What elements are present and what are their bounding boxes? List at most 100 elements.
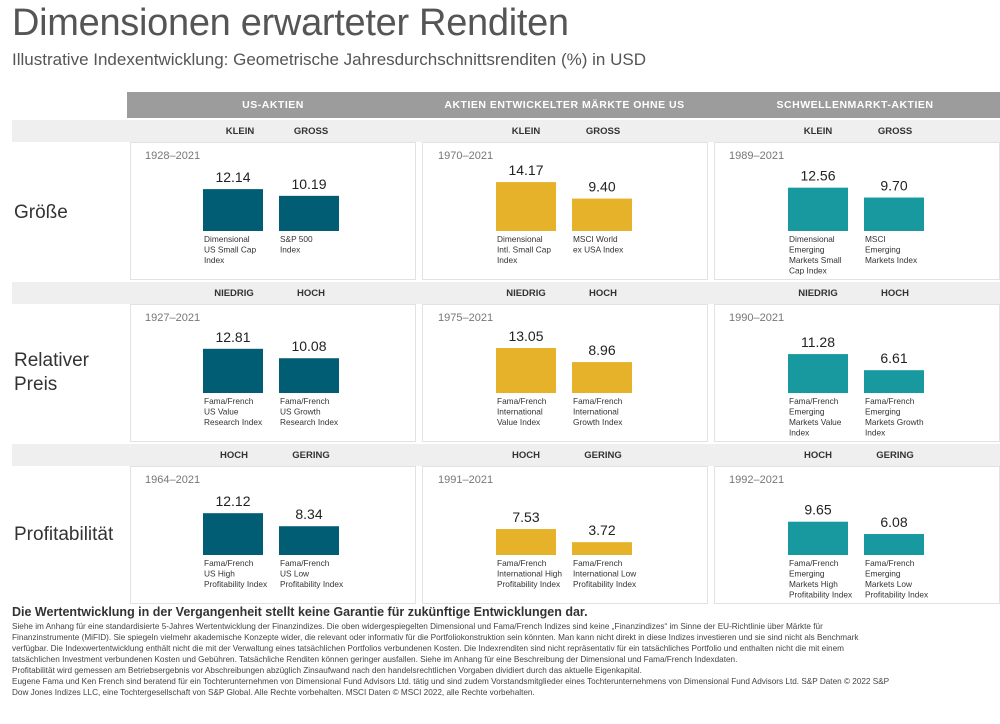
subheader-label: NIEDRIG: [214, 288, 254, 299]
index-name-label: Fama/French: [280, 558, 330, 568]
value-label: 12.56: [800, 168, 835, 184]
index-name-label: US High: [204, 569, 235, 579]
index-name-label: Profitability Index: [280, 579, 344, 589]
index-name-label: International High: [497, 569, 562, 579]
column-header-developed: AKTIEN ENTWICKELTER MÄRKTE OHNE US: [419, 92, 710, 118]
value-label: 12.12: [215, 493, 250, 509]
bar: [788, 354, 848, 393]
footnote-line: verfügbar. Die Indexwertentwicklung enth…: [12, 644, 844, 653]
bar: [864, 370, 924, 393]
index-name-label: Markets Small: [789, 255, 842, 265]
index-name-label: Index: [280, 245, 301, 255]
footnote-line: Eugene Fama und Ken French sind beratend…: [12, 677, 890, 686]
row-label-size: Größe: [14, 202, 68, 223]
row-label-relative-price: Relativer Preis: [14, 350, 89, 395]
subheader-label: GROSS: [877, 126, 913, 137]
bar: [496, 347, 556, 393]
row-label-profitability: Profitabilität: [14, 524, 114, 545]
index-name-label: Markets Growth: [865, 417, 924, 427]
index-name-label: Emerging: [865, 407, 901, 417]
index-name-label: Profitability Index: [865, 590, 929, 600]
value-label: 3.72: [588, 522, 615, 538]
chart-panel: [422, 304, 708, 442]
chart-panel: [130, 466, 416, 604]
subheader-label: HOCH: [512, 450, 540, 461]
chart-panel: [714, 466, 1000, 604]
period-label: 1928–2021: [145, 150, 201, 162]
index-name-label: International Low: [573, 569, 637, 579]
subheader-label: NIEDRIG: [506, 288, 546, 299]
index-name-label: Fama/French: [789, 558, 839, 568]
footnote-line: Siehe im Anhang für eine standardisierte…: [12, 622, 823, 631]
subheader-label: HOCH: [804, 450, 832, 461]
index-name-label: Markets High: [789, 579, 838, 589]
subheader-label: KLEIN: [511, 126, 541, 137]
subheader-label: GERING: [584, 450, 622, 461]
index-name-label: Markets Index: [865, 255, 918, 265]
value-label: 11.28: [801, 334, 835, 350]
value-label: 6.61: [880, 350, 907, 366]
period-label: 1970–2021: [438, 150, 494, 162]
bar: [496, 529, 556, 555]
value-label: 12.81: [215, 329, 250, 345]
index-name-label: Fama/French: [497, 396, 547, 406]
subheader-label: KLEIN: [803, 126, 833, 137]
chart-panel: [130, 304, 416, 442]
index-name-label: Emerging: [865, 569, 901, 579]
index-name-label: Markets Value: [789, 417, 842, 427]
value-label: 7.53: [512, 509, 539, 525]
chart-panel: [422, 142, 708, 280]
disclaimer-heading: Die Wertentwicklung in der Vergangenheit…: [12, 605, 588, 619]
index-name-label: MSCI World: [573, 234, 618, 244]
index-name-label: Profitability Index: [497, 579, 561, 589]
index-name-label: International: [573, 407, 619, 417]
value-label: 9.40: [588, 179, 615, 195]
index-name-label: Dimensional: [789, 234, 835, 244]
index-name-label: Fama/French: [573, 558, 623, 568]
bar: [572, 542, 632, 555]
subheader-label: GERING: [292, 450, 330, 461]
subheader-label: HOCH: [220, 450, 248, 461]
chart-panel: [714, 304, 1000, 442]
subheader-band-profitability: [12, 444, 1000, 466]
index-name-label: Fama/French: [497, 558, 547, 568]
bar: [572, 362, 632, 393]
bar: [279, 526, 339, 555]
page-title: Dimensionen erwarteter Renditen: [12, 2, 569, 44]
index-name-label: Intl. Small Cap: [497, 245, 551, 255]
bar: [279, 195, 339, 231]
index-name-label: US Low: [280, 569, 310, 579]
index-name-label: S&P 500: [280, 234, 313, 244]
footnote-line: Dow Jones Indizes LLC, eine Tochtergesel…: [12, 688, 535, 697]
index-name-label: Emerging: [865, 245, 901, 255]
bar: [788, 521, 848, 555]
index-name-label: Index: [204, 255, 225, 265]
index-name-label: Index: [497, 255, 518, 265]
value-label: 12.14: [215, 169, 250, 185]
chart-panel: [714, 142, 1000, 280]
index-name-label: Fama/French: [865, 396, 915, 406]
index-name-label: Growth Index: [573, 417, 623, 427]
period-label: 1964–2021: [145, 474, 201, 486]
period-label: 1927–2021: [145, 312, 201, 324]
index-name-label: Fama/French: [204, 558, 254, 568]
index-name-label: Value Index: [497, 417, 541, 427]
page-subtitle: Illustrative Indexentwicklung: Geometris…: [12, 50, 646, 69]
index-name-label: Index: [789, 428, 810, 438]
bar: [203, 189, 263, 231]
index-name-label: Research Index: [280, 417, 339, 427]
index-name-label: Dimensional: [204, 234, 250, 244]
footnote-line: Profitabilität wird gemessen am Betriebs…: [12, 666, 642, 675]
value-label: 9.65: [804, 502, 831, 518]
bar: [864, 197, 924, 231]
subheader-band-price: [12, 282, 1000, 304]
footnote-line: Finanzinstrumente (MiFID). Sie spiegeln …: [12, 633, 859, 642]
value-label: 8.34: [295, 506, 322, 522]
subheader-label: HOCH: [297, 288, 325, 299]
value-label: 8.96: [588, 342, 615, 358]
chart-panel: [130, 142, 416, 280]
period-label: 1989–2021: [729, 150, 785, 162]
index-name-label: Emerging: [789, 569, 825, 579]
subheader-band-size: [12, 120, 1000, 142]
index-name-label: Profitability Index: [204, 579, 268, 589]
